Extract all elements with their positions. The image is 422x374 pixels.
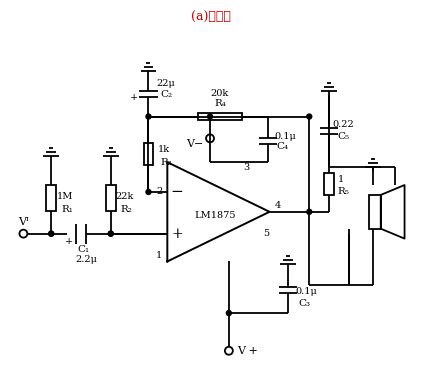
Text: 22μ: 22μ — [156, 79, 175, 88]
Text: 5: 5 — [263, 229, 270, 238]
Bar — [324, 173, 334, 195]
Text: R₄: R₄ — [214, 99, 226, 108]
Circle shape — [146, 190, 151, 194]
Text: +: + — [171, 227, 183, 240]
Text: V−: V− — [186, 140, 203, 149]
Text: 1M: 1M — [57, 193, 73, 202]
Text: R₂: R₂ — [121, 205, 133, 214]
Bar — [143, 143, 154, 165]
Bar — [46, 185, 56, 211]
Text: 0.1μ: 0.1μ — [295, 287, 317, 296]
Circle shape — [146, 114, 151, 119]
Text: R₃: R₃ — [160, 158, 172, 167]
Circle shape — [208, 114, 213, 119]
Text: V +: V + — [237, 346, 258, 356]
Circle shape — [49, 231, 54, 236]
Text: 1: 1 — [156, 251, 162, 260]
Circle shape — [307, 114, 312, 119]
Text: +: + — [130, 93, 138, 102]
Text: (a)双电源: (a)双电源 — [191, 11, 231, 24]
Text: 2.2μ: 2.2μ — [75, 255, 97, 264]
Text: 1: 1 — [338, 175, 344, 184]
Text: 3: 3 — [243, 163, 250, 172]
Text: C₃: C₃ — [298, 298, 310, 308]
Text: 1k: 1k — [158, 145, 170, 154]
Text: 0.1μ: 0.1μ — [275, 132, 296, 141]
Text: 0.22: 0.22 — [332, 120, 354, 129]
Bar — [369, 195, 381, 229]
Text: 2: 2 — [156, 187, 162, 196]
Circle shape — [226, 310, 231, 316]
Bar — [106, 185, 116, 211]
Text: C₁: C₁ — [77, 245, 89, 254]
Text: +: + — [65, 237, 73, 246]
Circle shape — [307, 209, 312, 214]
Circle shape — [49, 231, 54, 236]
Text: C₅: C₅ — [337, 132, 349, 141]
Text: R₁: R₁ — [61, 205, 73, 214]
Bar — [198, 113, 242, 120]
Circle shape — [108, 231, 113, 236]
Circle shape — [108, 231, 113, 236]
Text: LM1875: LM1875 — [194, 211, 236, 220]
Text: Vᴵ: Vᴵ — [18, 217, 29, 227]
Text: C₂: C₂ — [160, 90, 173, 99]
Text: −: − — [171, 185, 184, 199]
Text: R₅: R₅ — [337, 187, 349, 196]
Text: 22k: 22k — [116, 193, 134, 202]
Text: C₄: C₄ — [276, 142, 289, 151]
Text: 4: 4 — [275, 201, 281, 210]
Text: 20k: 20k — [211, 89, 229, 98]
